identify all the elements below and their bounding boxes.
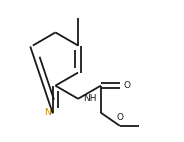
- Text: O: O: [124, 81, 131, 90]
- Text: N: N: [44, 108, 51, 117]
- Text: O: O: [116, 113, 123, 122]
- Text: NH: NH: [83, 94, 96, 103]
